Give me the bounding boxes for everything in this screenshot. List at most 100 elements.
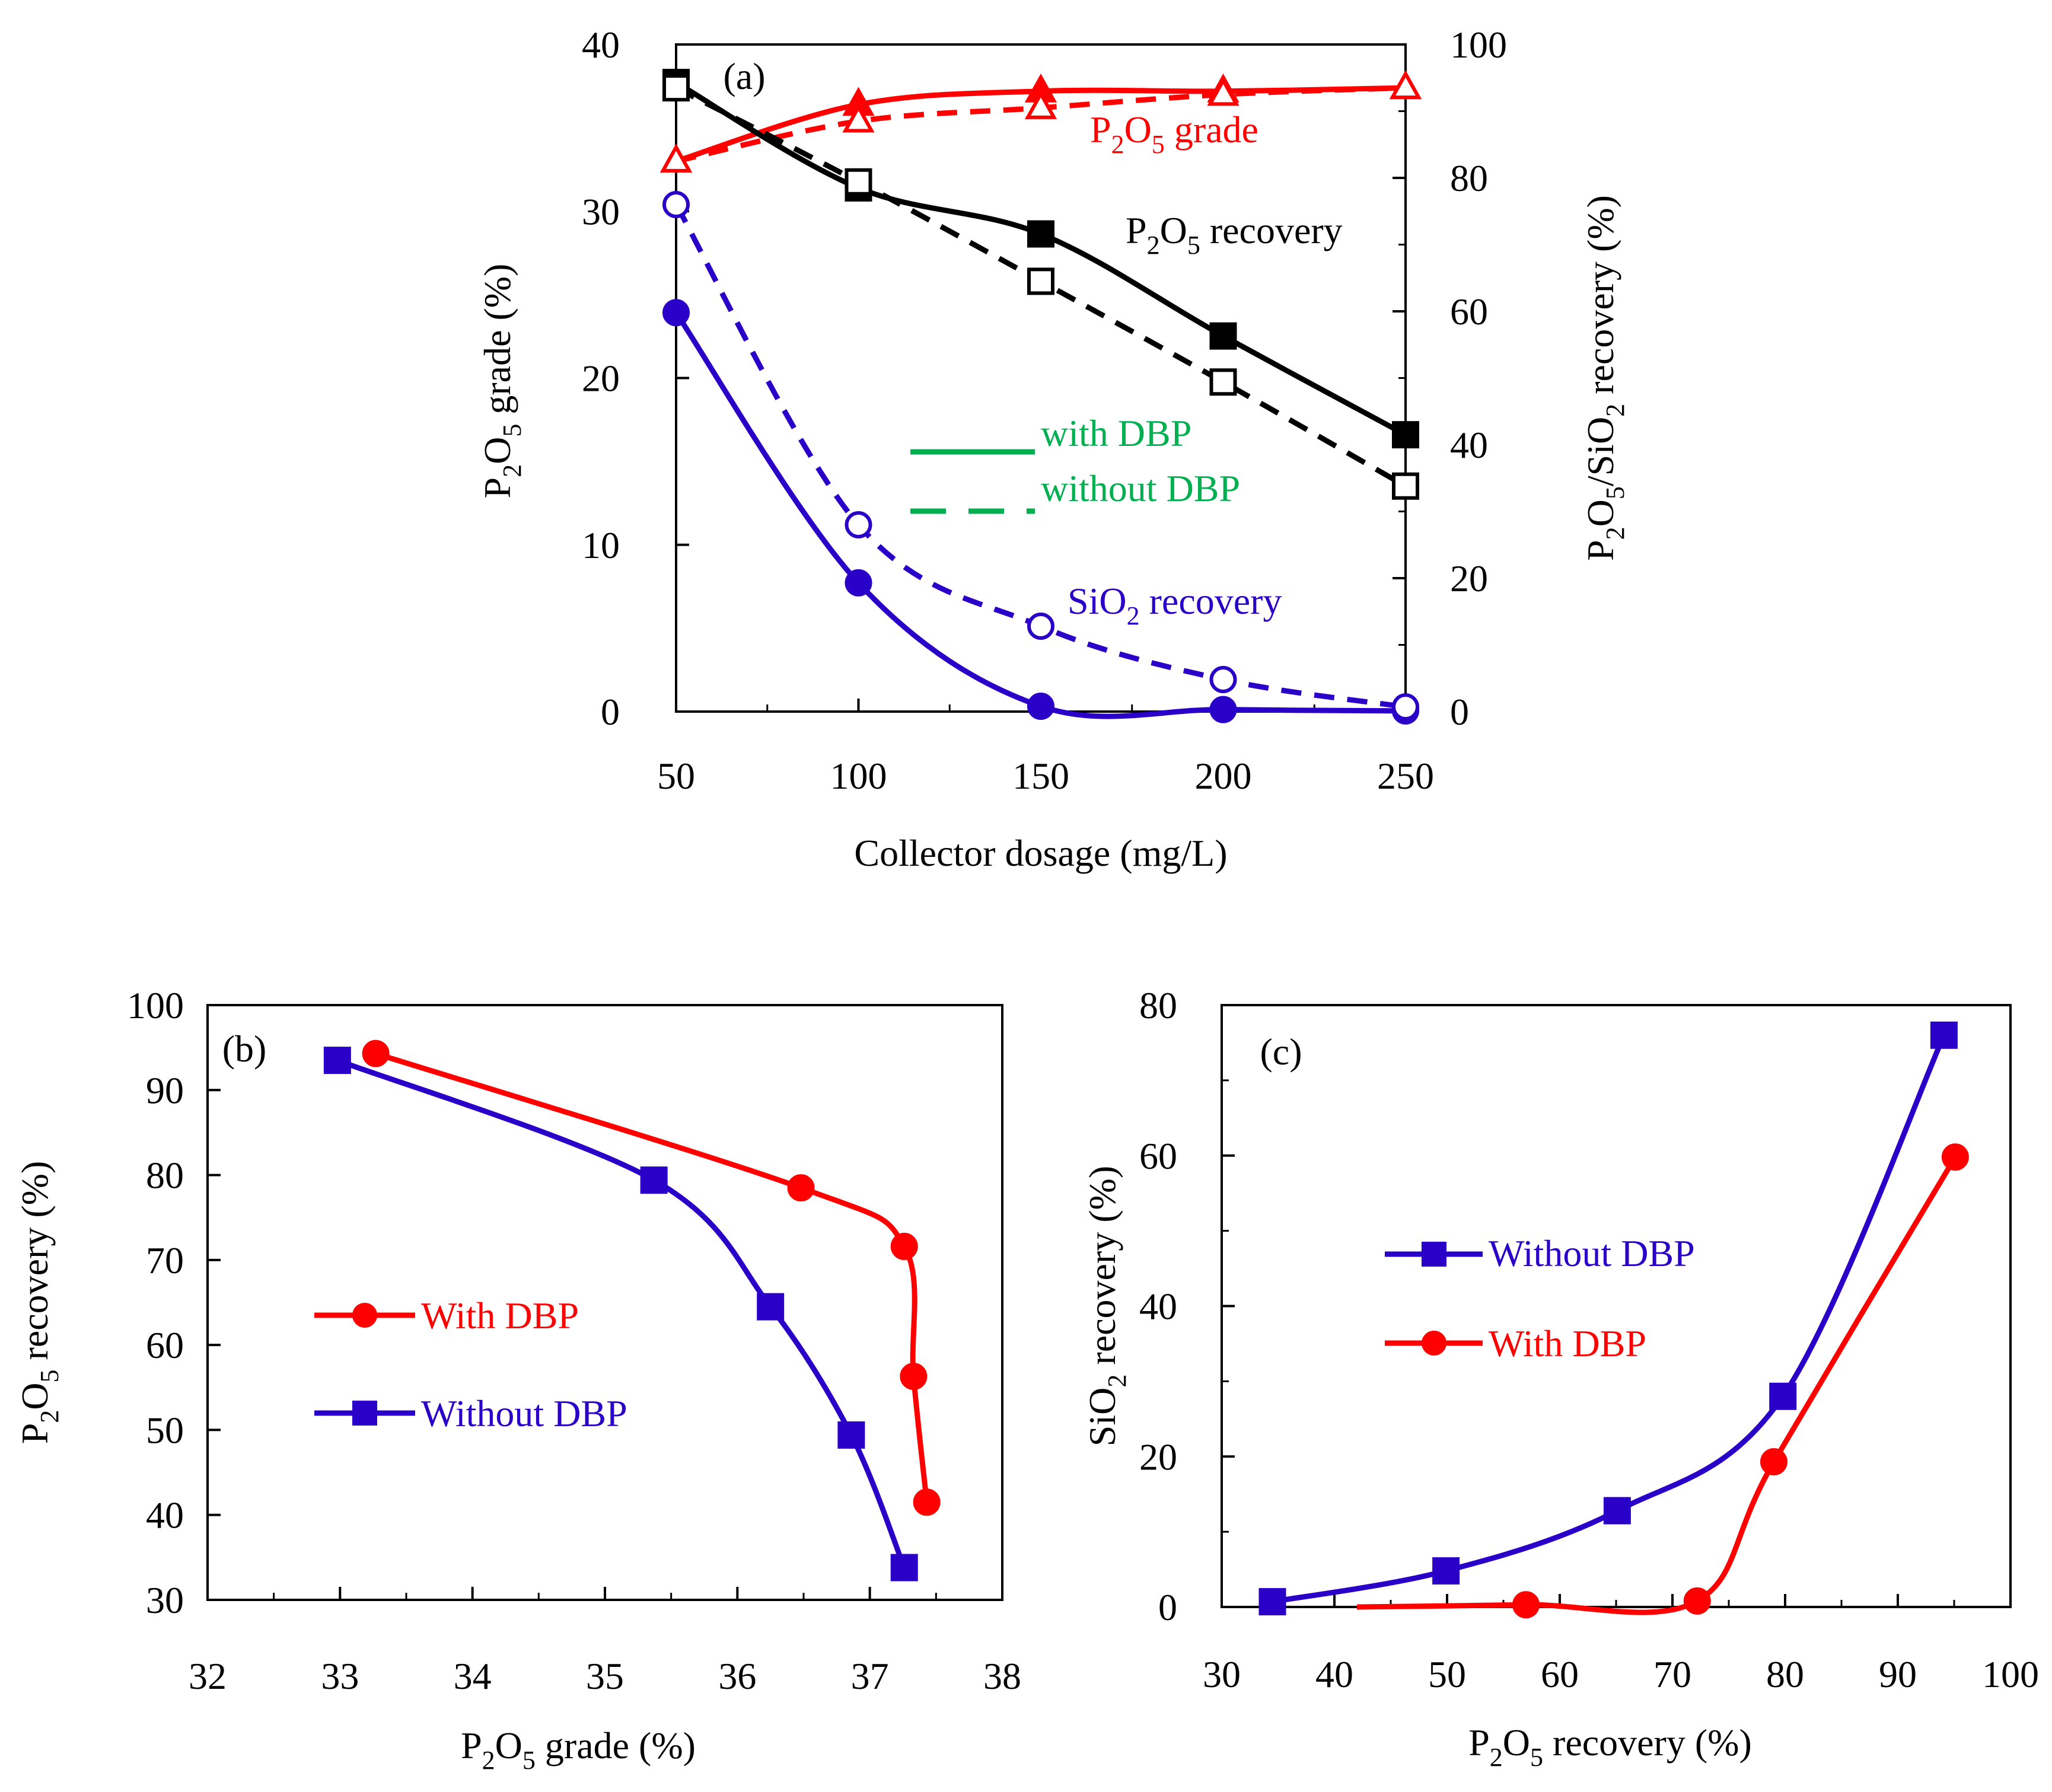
x-tick-label-b: 34 xyxy=(454,1655,492,1697)
y-left-tick-label-a: 10 xyxy=(582,524,620,566)
annotation-p2o5-grade: P2O5 grade xyxy=(1090,109,1258,159)
y-tick-label-b: 40 xyxy=(146,1494,184,1536)
data-marker-a-3-2 xyxy=(1027,267,1054,295)
data-marker-a-1-3 xyxy=(1207,76,1240,106)
y-left-axis-title-a: P2O5 grade (%) xyxy=(476,264,527,499)
x-tick-label-c: 60 xyxy=(1541,1653,1579,1695)
series-line-c-1 xyxy=(1356,1155,1958,1615)
y-right-tick-label-a: 60 xyxy=(1450,291,1488,333)
data-marker-b-1-1 xyxy=(640,1166,668,1194)
y-right-tick-label-a: 20 xyxy=(1450,557,1488,600)
data-marker-a-4-2 xyxy=(1027,693,1054,720)
legend-label-without-dbp-c: Without DBP xyxy=(1489,1232,1695,1274)
panel-label-b: (b) xyxy=(222,1028,267,1070)
data-marker-c-1-3 xyxy=(1941,1143,1969,1171)
data-marker-b-0-0 xyxy=(362,1040,390,1067)
data-marker-a-3-4 xyxy=(1392,472,1419,500)
legend-label-without-dbp-b: Without DBP xyxy=(421,1392,627,1434)
data-marker-c-1-1 xyxy=(1683,1587,1711,1615)
series-line-b-1 xyxy=(336,1057,907,1569)
legend-marker-with-dbp-b xyxy=(352,1303,377,1328)
x-tick-label-c: 50 xyxy=(1428,1653,1466,1695)
data-marker-a-5-0 xyxy=(662,191,690,218)
x-tick-label-c: 100 xyxy=(1982,1653,2039,1695)
y-right-axis-title-a: P2O5/SiO2 recovery (%) xyxy=(1579,195,1630,561)
y-axis-title-c: SiO2 recovery (%) xyxy=(1081,1166,1132,1446)
data-marker-a-3-0 xyxy=(662,74,690,102)
annotation-p2o5-recovery: P2O5 recovery xyxy=(1126,209,1343,260)
y-tick-label-c: 20 xyxy=(1139,1436,1177,1478)
y-tick-label-b: 100 xyxy=(127,984,184,1026)
legend-marker-without-dbp-b xyxy=(352,1401,377,1426)
data-marker-c-0-4 xyxy=(1930,1021,1958,1049)
data-marker-a-4-0 xyxy=(662,299,690,327)
data-marker-b-0-1 xyxy=(787,1174,815,1202)
series-line-c-0 xyxy=(1272,1034,1947,1605)
y-tick-label-b: 90 xyxy=(146,1069,184,1111)
x-tick-label-c: 70 xyxy=(1653,1653,1691,1695)
panel-label-c: (c) xyxy=(1260,1031,1302,1073)
y-left-tick-label-a: 20 xyxy=(582,358,620,400)
data-marker-b-1-4 xyxy=(890,1554,918,1581)
data-marker-b-0-2 xyxy=(890,1232,918,1260)
data-marker-a-5-4 xyxy=(1392,693,1419,721)
annotation-sio2-recovery: SiO2 recovery xyxy=(1068,580,1282,630)
y-left-tick-label-a: 0 xyxy=(601,691,620,733)
data-marker-a-5-2 xyxy=(1027,613,1054,640)
x-tick-label-a: 250 xyxy=(1377,755,1434,797)
data-marker-a-5-1 xyxy=(845,511,872,538)
x-tick-label-b: 33 xyxy=(321,1655,359,1697)
x-tick-label-a: 200 xyxy=(1195,755,1252,797)
data-marker-c-1-0 xyxy=(1512,1591,1540,1619)
series-line-a-5 xyxy=(674,203,1406,710)
y-right-tick-label-a: 40 xyxy=(1450,424,1488,466)
x-tick-label-c: 80 xyxy=(1766,1653,1804,1695)
y-axis-title-b: P2O5 recovery (%) xyxy=(14,1161,64,1445)
data-marker-b-1-0 xyxy=(323,1047,351,1074)
data-marker-a-2-2 xyxy=(1027,220,1054,248)
y-tick-label-c: 60 xyxy=(1139,1135,1177,1177)
y-tick-label-b: 30 xyxy=(146,1579,184,1621)
x-axis-title-b: P2O5 grade (%) xyxy=(461,1724,696,1775)
data-marker-a-3-3 xyxy=(1209,368,1237,396)
legend-marker-with-dbp-c xyxy=(1422,1331,1446,1356)
data-marker-b-0-3 xyxy=(900,1363,928,1391)
legend-marker-without-dbp-c xyxy=(1422,1242,1446,1267)
data-marker-a-3-1 xyxy=(845,168,872,196)
legend-label-with-dbp-b: With DBP xyxy=(421,1294,579,1337)
x-tick-label-b: 32 xyxy=(189,1655,227,1697)
y-right-tick-label-a: 0 xyxy=(1450,691,1469,733)
data-marker-c-0-3 xyxy=(1769,1382,1797,1410)
data-marker-a-1-4 xyxy=(1389,70,1422,100)
x-tick-label-b: 37 xyxy=(851,1655,889,1697)
y-tick-label-b: 80 xyxy=(146,1155,184,1197)
data-marker-b-1-3 xyxy=(837,1421,865,1449)
panel-label-a: (a) xyxy=(723,55,765,97)
y-tick-label-c: 80 xyxy=(1139,984,1177,1026)
panel-b: 32 33 34 35 36 37 38 30 40 50 60 70 80 90 100 P2O5 grad… xyxy=(14,984,1021,1775)
x-tick-label-a: 150 xyxy=(1012,755,1069,797)
panel-a: 50 100 150 200 250 0 10 20 30 40 0 20 40 60 80 100 Colle… xyxy=(476,24,1630,874)
y-left-tick-label-a: 40 xyxy=(582,24,620,66)
data-marker-b-0-4 xyxy=(913,1488,941,1516)
x-tick-label-b: 38 xyxy=(983,1655,1021,1697)
series-line-a-4 xyxy=(674,311,1406,719)
panel-c: 30 40 50 60 70 80 90 100 0 20 40 60 80 P2O5 recovery … xyxy=(1081,984,2039,1772)
data-marker-c-1-2 xyxy=(1760,1448,1787,1476)
data-marker-c-0-0 xyxy=(1258,1588,1286,1616)
legend-label-with-dbp: with DBP xyxy=(1041,412,1191,454)
y-tick-label-b: 50 xyxy=(146,1409,184,1451)
data-marker-b-1-2 xyxy=(757,1293,785,1321)
legend-label-with-dbp-c: With DBP xyxy=(1489,1322,1646,1364)
data-marker-a-4-3 xyxy=(1209,696,1237,723)
x-tick-label-a: 100 xyxy=(830,755,887,797)
data-marker-c-0-1 xyxy=(1432,1557,1460,1585)
data-marker-a-1-1 xyxy=(842,103,875,133)
x-tick-label-b: 36 xyxy=(718,1655,756,1697)
y-right-tick-label-a: 100 xyxy=(1450,24,1507,66)
data-marker-c-0-2 xyxy=(1603,1497,1631,1525)
x-tick-label-c: 90 xyxy=(1879,1653,1917,1695)
y-tick-label-b: 70 xyxy=(146,1239,184,1281)
data-marker-a-2-4 xyxy=(1392,421,1419,449)
